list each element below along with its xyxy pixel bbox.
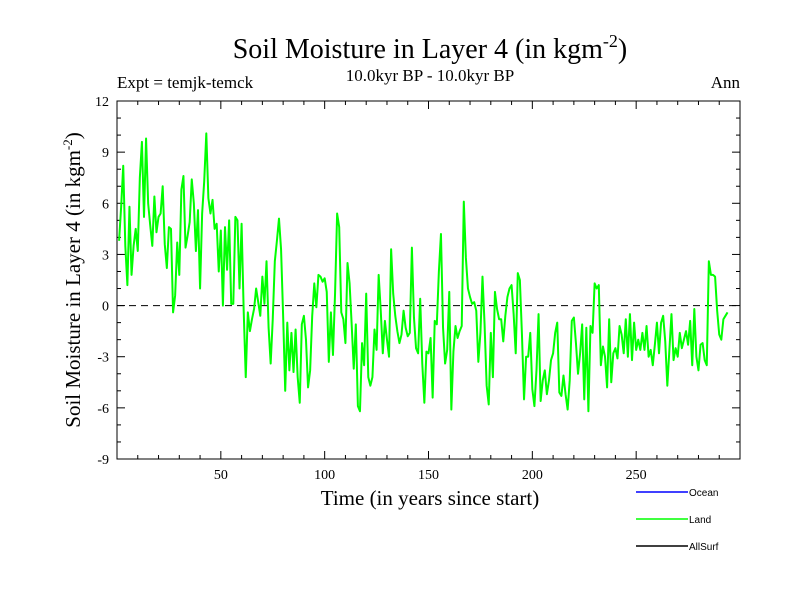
y-tick-label: -9 <box>97 453 109 468</box>
chart-subtitle: 10.0kyr BP - 10.0kyr BP <box>346 66 514 85</box>
series-line-land <box>118 132 729 413</box>
season-label: Ann <box>711 73 741 92</box>
y-tick-label: 6 <box>102 197 109 212</box>
series-group <box>118 132 729 413</box>
y-tick-label: -6 <box>97 402 109 417</box>
x-tick-labels: 50 100 150 200 250 <box>214 468 647 483</box>
x-tick-label: 150 <box>418 468 439 483</box>
chart-title: Soil Moisture in Layer 4 (in kgm-2) <box>233 31 628 65</box>
x-tick-label: 250 <box>626 468 647 483</box>
y-tick-label: 12 <box>95 95 109 110</box>
expt-label: Expt = temjk-temck <box>117 73 254 92</box>
x-tick-label: 50 <box>214 468 228 483</box>
y-tick-label: 3 <box>102 248 109 263</box>
x-tick-label: 100 <box>314 468 335 483</box>
y-tick-label: 9 <box>102 146 109 161</box>
legend: Ocean Land AllSurf <box>636 488 719 553</box>
x-tick-label: 200 <box>522 468 543 483</box>
axis-ticks <box>116 100 741 460</box>
y-tick-label: -3 <box>97 351 109 366</box>
legend-label-ocean: Ocean <box>689 488 718 499</box>
y-axis-label: Soil Moisture in Layer 4 (in kgm-2) <box>60 132 85 427</box>
legend-label-allsurf: AllSurf <box>689 542 719 553</box>
x-axis-label: Time (in years since start) <box>321 486 540 510</box>
legend-label-land: Land <box>689 515 711 526</box>
y-tick-labels: -9 -6 -3 0 3 6 9 12 <box>95 95 109 468</box>
plot-frame <box>116 100 741 460</box>
y-tick-label: 0 <box>102 300 109 315</box>
